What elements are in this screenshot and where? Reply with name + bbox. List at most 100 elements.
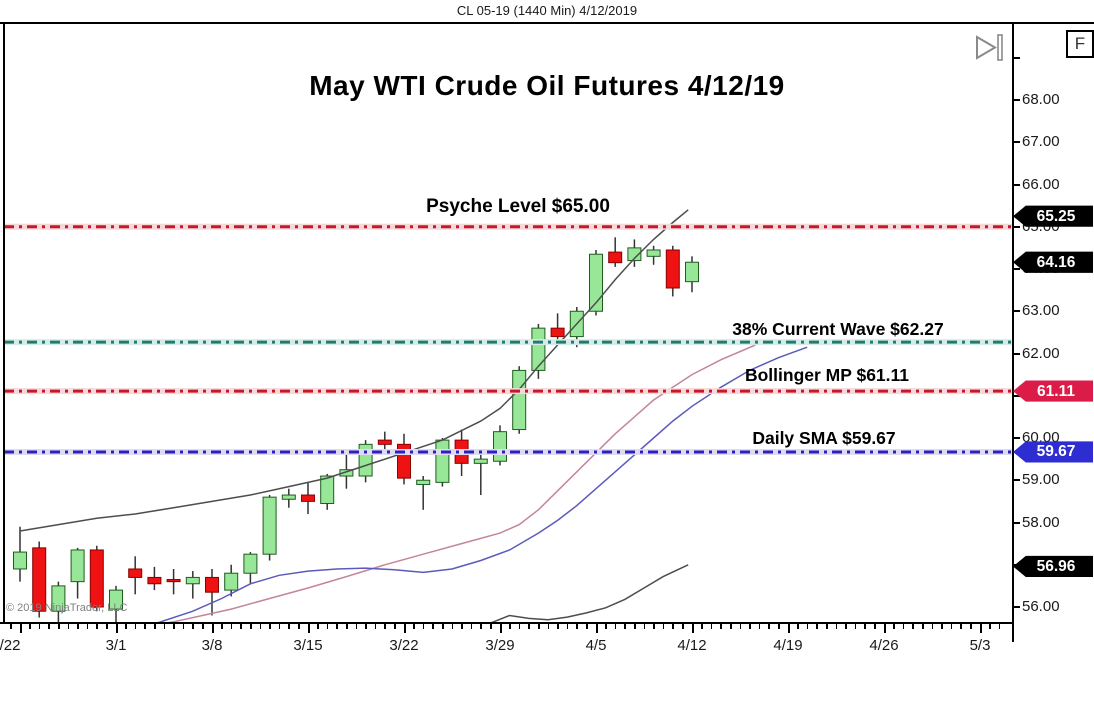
time-minor-tick <box>384 624 386 629</box>
candle-body <box>627 247 642 262</box>
price-tick <box>1012 521 1020 524</box>
instrument-title: CL 05-19 (1440 Min) 4/12/2019 <box>456 3 638 18</box>
time-minor-tick <box>461 624 463 629</box>
time-major-tick <box>500 624 502 633</box>
candle-body <box>531 327 546 371</box>
bollinger-upper-band <box>19 209 689 532</box>
bollinger-mp-label: Bollinger MP $61.11 <box>744 365 910 385</box>
time-minor-tick <box>480 624 482 629</box>
candle-body <box>89 549 104 608</box>
time-minor-tick <box>931 624 934 629</box>
chart-left-border <box>3 24 5 624</box>
price-tick <box>1012 268 1020 270</box>
go-to-end-icon[interactable] <box>974 34 1006 62</box>
time-minor-tick <box>730 624 732 629</box>
time-minor-tick <box>701 624 703 629</box>
time-minor-tick <box>518 624 521 629</box>
price-tick-label: 68.00 <box>1022 91 1060 108</box>
time-minor-tick <box>778 624 780 629</box>
time-minor-tick <box>134 624 137 629</box>
time-minor-tick <box>432 624 434 629</box>
time-minor-tick <box>854 624 857 629</box>
time-minor-tick <box>806 624 809 629</box>
price-tick <box>1012 479 1020 482</box>
time-major-tick <box>20 624 22 633</box>
candle-body <box>646 249 661 257</box>
time-minor-tick <box>86 624 89 629</box>
format-button[interactable]: F <box>1066 30 1094 58</box>
price-tick <box>1012 437 1020 439</box>
time-major-tick <box>980 624 982 633</box>
candle-body <box>493 431 507 462</box>
time-minor-tick <box>893 624 895 629</box>
time-minor-tick <box>250 624 252 629</box>
plot-area[interactable] <box>4 28 1012 622</box>
candle-body <box>473 458 488 464</box>
time-minor-tick <box>298 624 300 629</box>
time-minor-tick <box>538 624 540 629</box>
time-minor-tick <box>989 624 991 629</box>
candle-body <box>32 547 47 612</box>
time-minor-tick <box>845 624 847 629</box>
time-minor-tick <box>509 624 511 629</box>
time-minor-tick <box>355 624 358 629</box>
time-tick-label: 3/22 <box>389 637 419 654</box>
price-tick <box>1012 141 1020 144</box>
price-axis[interactable]: 68.0067.0066.0065.0064.0063.0062.0061.00… <box>1012 0 1094 710</box>
time-minor-tick <box>422 624 425 629</box>
time-minor-tick <box>38 624 41 629</box>
time-tick-label: 3/29 <box>485 637 515 654</box>
time-minor-tick <box>29 624 31 629</box>
time-tick-label: 3/8 <box>201 637 223 654</box>
window-title-bar: CL 05-19 (1440 Min) 4/12/2019 <box>0 0 1094 22</box>
time-major-tick <box>116 624 118 633</box>
price-tick <box>1012 606 1020 608</box>
price-badge: 65.25 <box>1013 205 1093 227</box>
candle-body <box>435 439 450 483</box>
time-minor-tick <box>902 624 905 629</box>
time-minor-tick <box>614 624 617 629</box>
bollinger-lower-band <box>491 564 689 622</box>
time-tick-label: 4/5 <box>585 637 607 654</box>
candle-body <box>685 261 699 283</box>
time-minor-tick <box>682 624 684 629</box>
time-minor-tick <box>739 624 742 629</box>
time-axis[interactable]: /22 3/1 3/8 3/15 3/22 3/29 4/5 4/12 4/19 4/26 5/3 <box>0 624 1012 674</box>
candle-body <box>185 576 200 585</box>
time-minor-tick <box>634 624 636 629</box>
candle-body <box>416 479 431 485</box>
candle-body <box>550 327 565 338</box>
price-tick-label: 66.00 <box>1022 175 1060 193</box>
time-minor-tick <box>336 624 338 629</box>
time-major-tick <box>692 624 694 633</box>
candle-body <box>243 553 258 574</box>
time-minor-tick <box>950 624 953 629</box>
time-minor-tick <box>240 624 242 629</box>
price-tick <box>1012 394 1020 397</box>
time-tick-label: 4/26 <box>869 637 899 654</box>
time-minor-tick <box>346 624 348 629</box>
price-tick <box>1012 99 1020 101</box>
time-tick-label: 3/1 <box>105 637 127 654</box>
time-minor-tick <box>125 624 127 629</box>
time-minor-tick <box>816 624 818 629</box>
time-tick-label: 5/3 <box>969 637 991 654</box>
time-minor-tick <box>960 624 962 629</box>
time-minor-tick <box>10 624 12 629</box>
candle-body <box>70 549 85 583</box>
candle-body <box>147 576 162 585</box>
time-minor-tick <box>192 624 194 629</box>
time-minor-tick <box>365 624 367 629</box>
time-minor-tick <box>317 624 319 629</box>
time-minor-tick <box>221 624 223 629</box>
time-minor-tick <box>442 624 444 629</box>
candle-body <box>339 469 354 477</box>
time-minor-tick <box>662 624 665 629</box>
time-minor-tick <box>67 624 70 629</box>
time-minor-tick <box>163 624 166 629</box>
time-minor-tick <box>912 624 914 629</box>
price-tick-label: 59.00 <box>1022 471 1060 489</box>
time-minor-tick <box>797 624 799 629</box>
price-tick <box>1012 183 1020 186</box>
